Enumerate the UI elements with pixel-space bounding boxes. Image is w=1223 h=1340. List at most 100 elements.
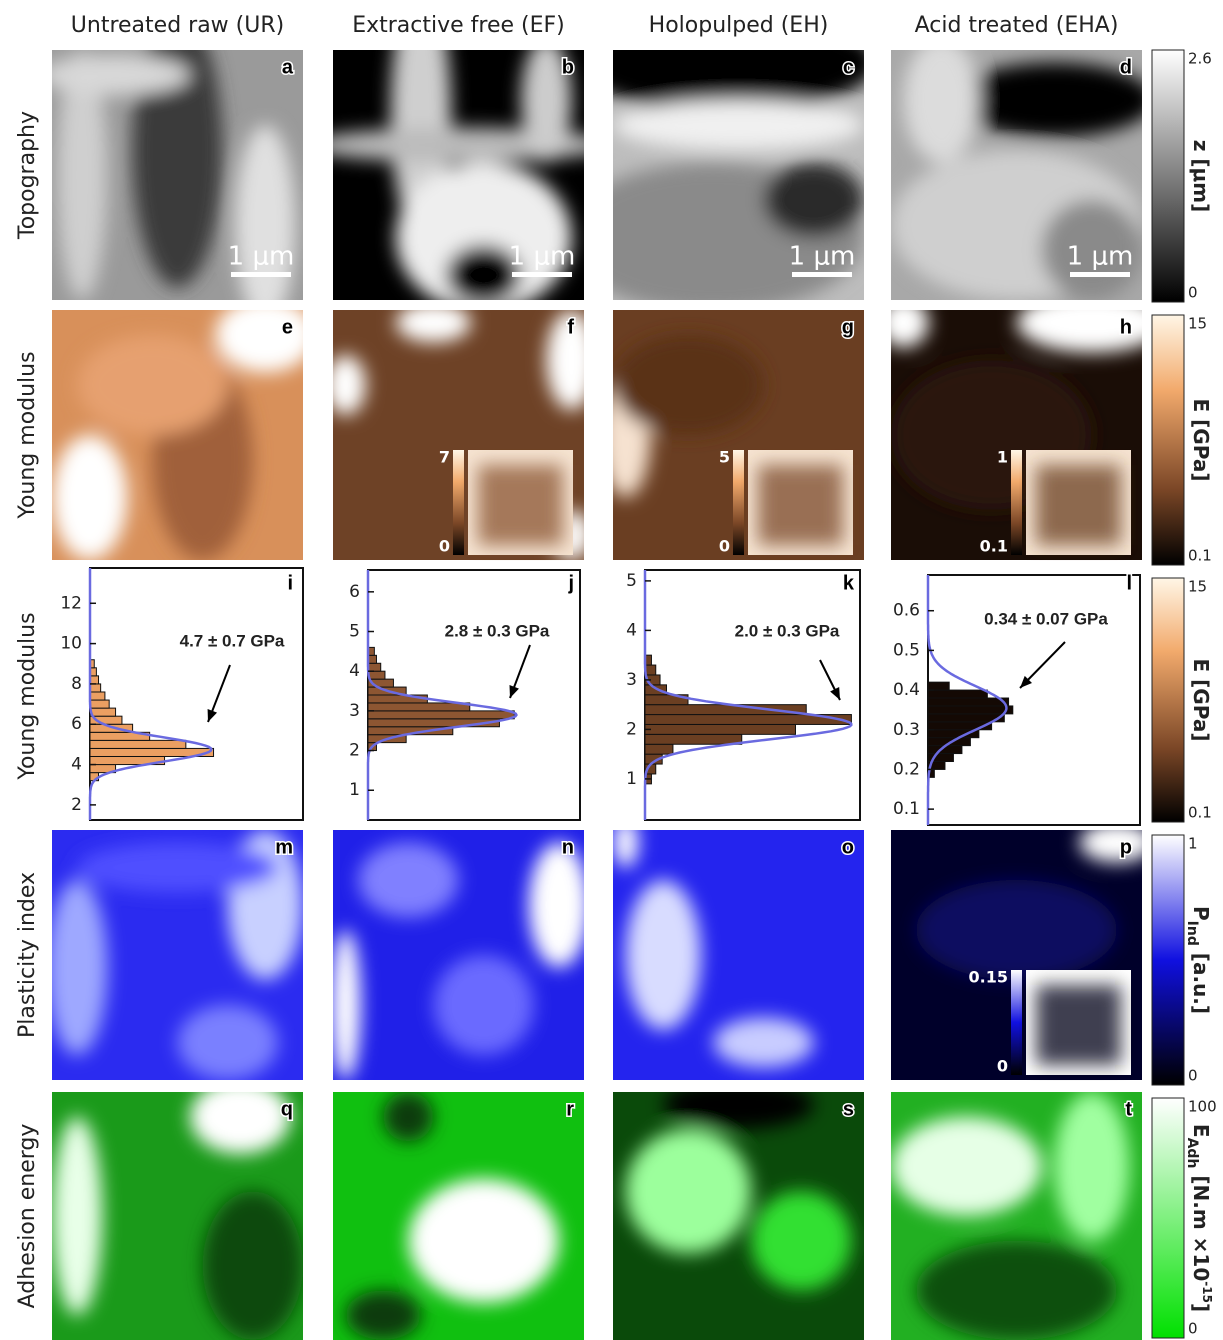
row-label: Plasticity index: [15, 872, 40, 1038]
y-tick-label: 1: [626, 769, 637, 789]
inset-min: 0: [719, 537, 730, 556]
texture-blob: [325, 355, 365, 415]
texture-blob: [47, 880, 107, 1055]
panel-letter: e: [282, 316, 293, 338]
colorbar-label-part: E [GPa]: [1190, 659, 1214, 742]
bar: [90, 676, 99, 684]
bar: [928, 698, 1009, 706]
texture-blob: [132, 13, 222, 288]
colorbar-label-part: E: [1190, 1124, 1214, 1138]
scale-bar: [512, 272, 572, 277]
y-tick-label: 0.4: [893, 680, 920, 700]
inset-colorbar: [1011, 450, 1022, 555]
colorbar-label-part: P: [1190, 906, 1214, 921]
column-title: Untreated raw (UR): [71, 13, 284, 38]
colorbar-label: E [GPa]: [1190, 659, 1214, 742]
column-title: Extractive free (EF): [352, 13, 565, 38]
image-panel: [47, 830, 303, 1080]
row-label: Adhesion energy: [15, 1124, 40, 1309]
panel-letter: p: [1120, 836, 1132, 858]
colorbar-max: 1: [1188, 835, 1198, 853]
bar: [928, 706, 1013, 714]
texture-blob: [764, 163, 864, 238]
scale-bar-label: 1 μm: [789, 242, 856, 272]
panel-letter: t: [1125, 1098, 1132, 1120]
panel-letter: c: [843, 56, 854, 78]
texture-blob: [626, 880, 701, 1030]
inset-max: 0.15: [969, 968, 1008, 987]
y-tick-label: 4: [349, 661, 360, 681]
bar: [645, 734, 742, 744]
bar: [90, 740, 186, 748]
texture-blob: [1079, 823, 1154, 863]
figure: Untreated raw (UR)Extractive free (EF)Ho…: [0, 0, 1223, 1340]
texture-blob: [190, 1080, 290, 1154]
colorbar: [1152, 578, 1184, 822]
panel-letter: j: [567, 572, 574, 594]
image-panel: [330, 830, 589, 1080]
panel-letter: d: [1120, 56, 1132, 78]
scale-bar: [231, 272, 291, 277]
y-tick-label: 4: [626, 620, 637, 640]
plot-frame: [90, 568, 303, 820]
bar: [368, 655, 376, 663]
texture-blob: [916, 1241, 1117, 1340]
colorbar-min: 0: [1188, 1067, 1198, 1085]
texture-blob: [663, 1080, 814, 1130]
texture-blob: [529, 843, 589, 968]
inset-colorbar: [1011, 970, 1022, 1075]
texture-blob: [626, 1129, 752, 1253]
image-panel: [39, 13, 303, 326]
texture-blob: [713, 1018, 813, 1068]
y-tick-label: 12: [60, 593, 82, 613]
texture-blob: [916, 880, 1117, 980]
bar: [368, 671, 385, 679]
bar: [368, 663, 381, 671]
y-tick-label: 0.2: [893, 759, 920, 779]
panel-letter: m: [275, 836, 293, 858]
annotation: 4.7 ± 0.7 GPa: [180, 631, 285, 650]
panel-letter: l: [1126, 572, 1132, 594]
colorbar-label-part: ]: [1190, 1303, 1214, 1312]
bar: [928, 690, 987, 698]
texture-blob: [613, 100, 864, 150]
texture-blob: [77, 335, 228, 435]
image-panel: [52, 298, 316, 561]
texture-blob: [330, 930, 360, 1080]
inset-min: 0.1: [980, 537, 1008, 556]
texture-blob: [751, 1191, 851, 1290]
bar: [90, 684, 101, 692]
panel-letter: b: [562, 56, 574, 78]
panel-letter: k: [843, 572, 855, 594]
column-title: Acid treated (EHA): [915, 13, 1119, 38]
bar: [928, 682, 949, 690]
texture-blob: [52, 435, 127, 560]
image-panel: [52, 1080, 303, 1340]
y-tick-label: 6: [71, 714, 82, 734]
texture-blob: [878, 298, 928, 348]
colorbar-label-part: z [μm]: [1190, 140, 1214, 212]
colorbar: [1152, 1098, 1184, 1338]
scale-bar-label: 1 μm: [1067, 242, 1134, 272]
texture-blob: [408, 1179, 559, 1303]
texture-blob: [613, 335, 764, 435]
texture-blob: [39, 55, 190, 95]
inset-max: 1: [997, 448, 1008, 467]
y-tick-label: 2: [71, 795, 82, 815]
texture-blob: [891, 1117, 1042, 1216]
colorbar: [1152, 50, 1184, 302]
inset-max: 5: [719, 448, 730, 467]
y-tick-label: 0.5: [893, 640, 920, 660]
bar: [368, 703, 470, 711]
bar: [645, 744, 673, 754]
colorbar-max: 15: [1188, 578, 1207, 596]
y-tick-label: 2: [349, 741, 360, 761]
colorbar-min: 0: [1188, 284, 1198, 302]
annotation: 0.34 ± 0.07 GPa: [984, 609, 1108, 628]
colorbar-label-part: Adh: [1184, 1138, 1200, 1169]
y-tick-label: 10: [60, 634, 82, 654]
texture-blob: [235, 125, 295, 325]
panel-letter: q: [281, 1098, 293, 1120]
bar: [645, 705, 806, 715]
y-tick-label: 0.1: [893, 799, 920, 819]
